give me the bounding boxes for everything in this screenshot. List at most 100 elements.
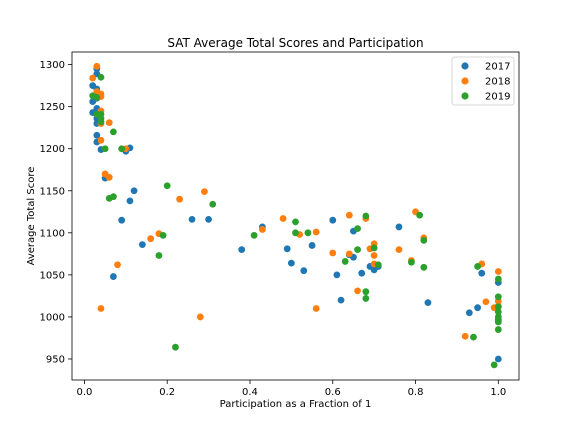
point-2017-18 <box>126 197 134 205</box>
plot-points <box>89 62 502 369</box>
x-tick-label: 0.8 <box>408 387 424 398</box>
series-2018 <box>89 62 502 340</box>
point-2018-18 <box>201 188 208 196</box>
point-2019-25 <box>362 288 370 296</box>
point-2017-35 <box>358 269 366 277</box>
point-2019-38 <box>494 303 502 311</box>
point-2019-10 <box>109 193 117 201</box>
point-2018-27 <box>354 287 361 295</box>
x-tick-label: 1.0 <box>490 387 506 398</box>
point-2018-17 <box>196 313 204 321</box>
point-2019-14 <box>163 182 171 190</box>
point-2019-22 <box>354 225 361 233</box>
point-2018-14 <box>147 235 155 243</box>
legend-marker-2018 <box>461 77 469 85</box>
point-2019-17 <box>250 231 258 239</box>
point-2018-25 <box>345 211 353 219</box>
point-2018-16 <box>176 195 184 203</box>
point-2019-29 <box>407 258 415 266</box>
point-2019-36 <box>494 275 502 283</box>
point-2018-41 <box>494 268 502 275</box>
point-2017-23 <box>238 246 246 254</box>
point-2017-10 <box>93 131 101 139</box>
point-2018-33 <box>395 246 403 254</box>
point-2019-34 <box>474 263 482 270</box>
point-2019-31 <box>420 236 428 244</box>
chart-title: SAT Average Total Scores and Participati… <box>167 36 423 50</box>
point-2018-12 <box>114 261 121 269</box>
point-2019-43 <box>494 326 502 333</box>
point-2018-26 <box>345 250 353 258</box>
y-tick-label: 1300 <box>40 60 65 71</box>
point-2019-42 <box>494 318 502 326</box>
point-2019-13 <box>159 231 167 239</box>
point-2019-21 <box>341 258 349 265</box>
point-2018-0 <box>89 74 97 82</box>
point-2017-29 <box>329 216 337 224</box>
point-2019-23 <box>354 246 361 254</box>
point-2019-1 <box>93 94 101 101</box>
point-2019-37 <box>494 293 502 301</box>
point-2018-19 <box>258 226 266 233</box>
y-axis: 950 1000 1050 1100 1150 1200 1250 1300 <box>40 60 72 365</box>
point-2019-35 <box>490 361 498 369</box>
x-tick-label: 0.4 <box>242 387 258 398</box>
point-2019-12 <box>155 252 163 259</box>
point-2017-40 <box>424 299 432 307</box>
point-2017-25 <box>283 245 291 253</box>
point-2018-10 <box>105 119 113 127</box>
y-tick-label: 1000 <box>40 312 65 323</box>
y-tick-label: 950 <box>46 354 65 365</box>
point-2017-26 <box>287 259 295 267</box>
x-axis: 0.0 0.2 0.4 0.6 0.8 1.0 <box>76 380 506 398</box>
legend-marker-2017 <box>461 62 469 70</box>
point-2017-14 <box>109 273 117 280</box>
point-2017-46 <box>494 355 502 363</box>
point-2019-6 <box>97 118 105 126</box>
point-2018-11 <box>105 173 113 181</box>
legend-label-2017: 2017 <box>485 62 510 73</box>
point-2017-31 <box>337 296 345 304</box>
point-2018-23 <box>312 305 320 312</box>
point-2017-22 <box>205 215 212 223</box>
point-2017-27 <box>300 267 308 275</box>
x-tick-label: 0.0 <box>76 387 92 398</box>
y-axis-label: Average Total Score <box>26 167 37 266</box>
point-2019-30 <box>416 211 424 219</box>
point-2019-27 <box>370 244 378 252</box>
legend-box <box>451 56 515 106</box>
legend: 2017 2018 2019 <box>451 56 515 106</box>
plot-frame <box>71 51 520 381</box>
point-2018-37 <box>461 332 469 340</box>
point-2019-7 <box>101 145 109 153</box>
point-2019-11 <box>118 145 126 153</box>
x-axis-label: Participation as a Fraction of 1 <box>220 399 372 410</box>
y-tick-label: 1200 <box>40 144 65 155</box>
point-2019-32 <box>420 263 428 271</box>
point-2019-19 <box>292 218 299 226</box>
point-2017-43 <box>478 269 486 277</box>
point-2017-41 <box>465 309 473 317</box>
point-2019-18 <box>292 229 299 237</box>
legend-marker-2019 <box>461 92 469 100</box>
point-2019-15 <box>172 343 179 351</box>
legend-label-2019: 2019 <box>485 92 510 103</box>
legend-label-2018: 2018 <box>485 77 510 88</box>
point-2019-33 <box>470 333 477 341</box>
plot-background <box>72 52 519 380</box>
y-tick-label: 1150 <box>40 186 65 197</box>
point-2017-21 <box>188 215 196 223</box>
point-2018-1 <box>93 62 101 70</box>
point-2017-39 <box>395 223 403 231</box>
point-2018-22 <box>312 228 320 236</box>
point-2017-42 <box>474 304 482 312</box>
y-tick-label: 1050 <box>40 270 65 281</box>
series-2019 <box>89 73 502 369</box>
point-2019-9 <box>109 128 117 136</box>
point-2017-19 <box>130 187 138 195</box>
point-2019-16 <box>209 200 217 208</box>
point-2019-2 <box>97 73 105 81</box>
point-2017-20 <box>138 241 146 248</box>
